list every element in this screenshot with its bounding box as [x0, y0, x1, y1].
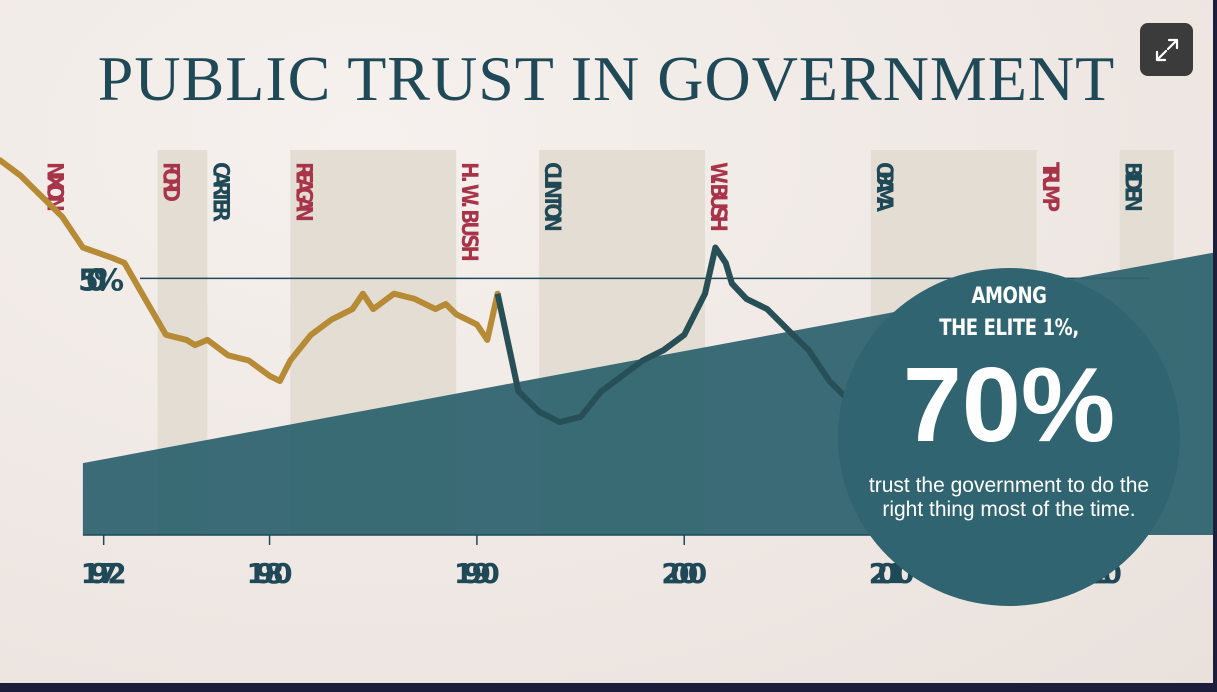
callout-line1: AMONG: [971, 284, 1047, 309]
president-label-h-w-bush: H. W. BUSH: [456, 162, 481, 262]
president-label-clinton: CLINTON: [539, 162, 564, 232]
reference-label-50: 50%: [78, 263, 124, 298]
president-label-trump: TRUMP: [1037, 162, 1062, 212]
window-frame-right: [1213, 0, 1217, 692]
x-tick-label-2000: 2000: [661, 557, 707, 590]
callout-percentage: 70%: [902, 346, 1116, 464]
president-label-ford: FORD: [158, 162, 183, 202]
president-label-obama: OBAMA: [871, 162, 896, 213]
chart-title: PUBLIC TRUST IN GOVERNMENT: [97, 43, 1116, 114]
president-label-w-bush: W. BUSH: [705, 162, 730, 232]
elite-callout-circle: AMONG THE ELITE 1%, 70% trust the govern…: [838, 268, 1180, 606]
x-tick-label-1990: 1990: [454, 557, 500, 590]
president-label-reagan: REAGAN: [290, 162, 315, 222]
president-label-biden: BIDEN: [1120, 162, 1145, 212]
x-tick-label-1972: 1972: [81, 557, 127, 590]
expand-arrows-icon: [1155, 38, 1178, 61]
expand-button[interactable]: [1140, 23, 1193, 76]
window-frame-bottom: [0, 683, 1217, 692]
callout-line2: THE ELITE 1%,: [939, 316, 1079, 341]
president-label-carter: CARTER: [207, 162, 232, 222]
callout-description: trust the government to do the right thi…: [868, 474, 1150, 521]
x-tick-label-1980: 1980: [247, 557, 293, 590]
